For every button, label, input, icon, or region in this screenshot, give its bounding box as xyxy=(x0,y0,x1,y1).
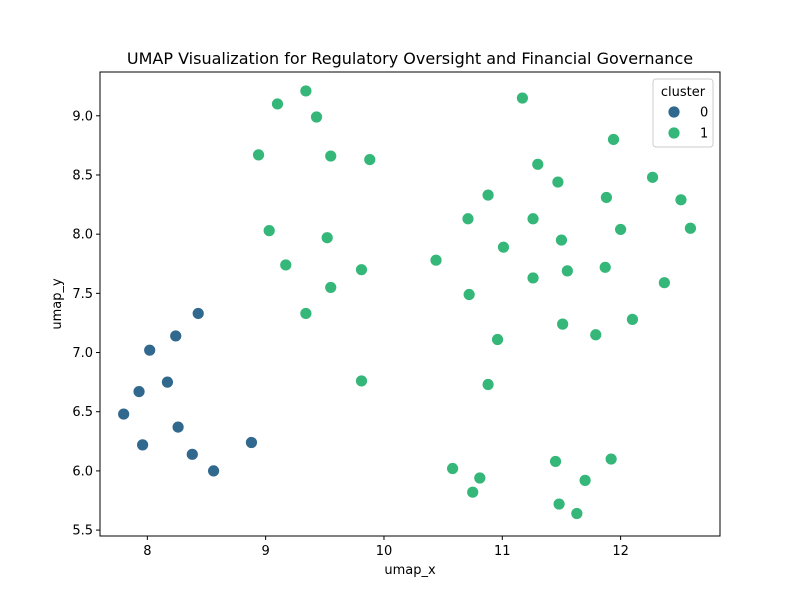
data-point-cluster-1 xyxy=(299,84,313,98)
data-point-cluster-1 xyxy=(589,328,603,342)
x-axis-label: umap_x xyxy=(384,563,436,578)
y-axis: 5.5 6.0 6.5 7.0 7.5 8.0 8.5 9.0 xyxy=(72,109,100,539)
data-point-cluster-1 xyxy=(604,452,618,466)
x-tick-label: 12 xyxy=(612,544,629,559)
data-point-cluster-1 xyxy=(446,462,459,475)
y-tick-label: 9.0 xyxy=(72,109,93,124)
data-point-cluster-1 xyxy=(481,188,495,202)
data-point-cluster-1 xyxy=(466,485,480,499)
y-tick-label: 8.5 xyxy=(72,168,93,183)
data-point-cluster-0 xyxy=(136,438,149,452)
y-tick-label: 5.5 xyxy=(72,524,93,539)
x-tick-label: 11 xyxy=(494,544,511,559)
x-tick-label: 8 xyxy=(143,544,151,559)
y-tick-label: 8.0 xyxy=(72,228,93,243)
data-point-cluster-1 xyxy=(355,374,368,388)
x-tick-label: 9 xyxy=(262,544,270,559)
data-point-cluster-1 xyxy=(497,240,510,254)
data-point-cluster-1 xyxy=(461,212,475,226)
data-point-cluster-1 xyxy=(481,378,495,391)
data-point-cluster-1 xyxy=(324,281,338,294)
data-point-cluster-1 xyxy=(646,170,659,184)
data-point-cluster-1 xyxy=(252,148,265,162)
data-point-cluster-1 xyxy=(262,224,276,238)
data-point-cluster-1 xyxy=(531,157,545,171)
data-point-cluster-1 xyxy=(429,253,443,267)
y-tick-label: 6.0 xyxy=(72,464,93,479)
data-point-cluster-1 xyxy=(491,333,504,346)
data-point-cluster-1 xyxy=(549,455,562,468)
data-point-cluster-0 xyxy=(191,307,205,320)
data-point-cluster-1 xyxy=(578,473,592,487)
data-point-cluster-0 xyxy=(161,375,174,389)
data-point-cluster-1 xyxy=(363,153,377,166)
y-tick-label: 7.0 xyxy=(72,346,93,361)
legend-marker-cluster-1 xyxy=(667,126,681,140)
data-point-cluster-1 xyxy=(614,223,628,236)
data-point-cluster-1 xyxy=(674,193,688,207)
data-point-cluster-1 xyxy=(324,149,338,163)
data-points xyxy=(117,84,697,520)
data-point-cluster-1 xyxy=(551,175,565,189)
y-tick-label: 7.5 xyxy=(72,287,93,302)
data-point-cluster-1 xyxy=(600,191,613,204)
data-point-cluster-1 xyxy=(626,312,639,326)
data-point-cluster-1 xyxy=(299,307,313,320)
data-point-cluster-1 xyxy=(555,233,568,247)
legend-title: cluster xyxy=(661,85,706,100)
legend: cluster 0 1 xyxy=(652,78,714,148)
legend-marker-cluster-0 xyxy=(667,105,681,119)
data-point-cluster-1 xyxy=(516,91,529,105)
y-axis-label: umap_y xyxy=(50,278,65,330)
data-point-cluster-1 xyxy=(462,288,476,301)
y-tick-label: 6.5 xyxy=(72,405,93,420)
data-point-cluster-1 xyxy=(526,271,540,285)
plot-area xyxy=(100,72,720,536)
data-point-cluster-1 xyxy=(552,497,566,511)
plot-frame xyxy=(99,71,721,537)
data-point-cluster-1 xyxy=(556,317,570,331)
data-point-cluster-1 xyxy=(560,264,574,278)
data-point-cluster-0 xyxy=(132,385,146,398)
data-point-cluster-0 xyxy=(143,343,157,357)
data-point-cluster-1 xyxy=(473,471,487,485)
data-point-cluster-0 xyxy=(171,420,185,434)
data-point-cluster-0 xyxy=(169,329,183,343)
data-point-cluster-1 xyxy=(279,258,293,272)
data-point-cluster-1 xyxy=(570,507,584,520)
data-point-cluster-1 xyxy=(526,212,540,226)
data-point-cluster-1 xyxy=(310,110,323,124)
data-point-cluster-1 xyxy=(598,260,612,274)
data-point-cluster-0 xyxy=(245,436,258,449)
x-axis: 8 9 10 11 12 xyxy=(143,536,629,559)
data-point-cluster-1 xyxy=(320,231,334,245)
data-point-cluster-1 xyxy=(684,221,697,235)
data-point-cluster-0 xyxy=(207,464,220,478)
data-point-cluster-1 xyxy=(657,276,671,290)
legend-box xyxy=(652,78,714,148)
x-tick-label: 10 xyxy=(376,544,393,559)
data-point-cluster-0 xyxy=(117,407,131,421)
legend-label-cluster-1: 1 xyxy=(700,127,708,142)
data-point-cluster-0 xyxy=(185,447,199,461)
data-point-cluster-1 xyxy=(607,133,620,146)
data-point-cluster-1 xyxy=(355,263,368,277)
data-point-cluster-1 xyxy=(271,97,284,111)
chart-title: UMAP Visualization for Regulatory Oversi… xyxy=(127,49,693,68)
legend-label-cluster-0: 0 xyxy=(700,106,708,121)
